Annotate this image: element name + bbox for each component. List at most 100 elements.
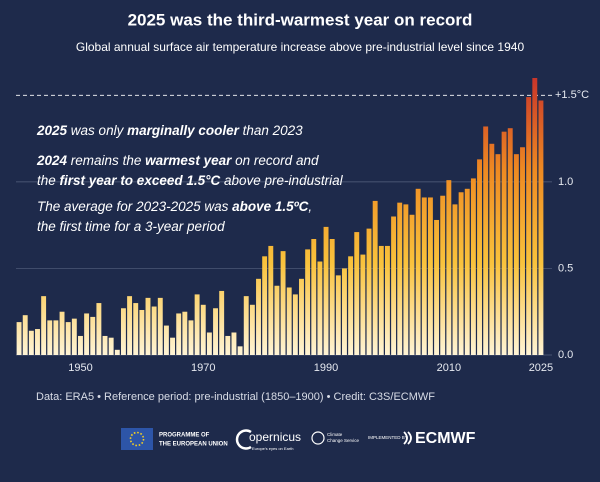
bar (53, 320, 59, 355)
bar (526, 97, 532, 355)
bar (458, 192, 464, 355)
x-tick-label: 1970 (191, 362, 215, 374)
bar (311, 239, 317, 355)
bar (342, 268, 347, 355)
bar (78, 335, 83, 355)
annotation-part: the (37, 173, 60, 188)
bar (335, 275, 341, 355)
logo-text: Change Service (327, 438, 360, 443)
logo-text: IMPLEMENTED BY (368, 435, 408, 440)
bar (47, 320, 53, 355)
annotation-part: 2025 (36, 123, 68, 138)
annotation: the first time for a 3-year period (37, 219, 225, 234)
bar (163, 325, 169, 355)
bar (397, 202, 403, 355)
bar (317, 261, 323, 355)
bar (237, 346, 243, 355)
annotation-part: marginally cooler (127, 123, 240, 138)
x-tick-label: 2010 (437, 362, 461, 374)
annotation: 2025 was only marginally cooler than 202… (36, 123, 303, 138)
bar (391, 216, 397, 355)
bar (139, 309, 145, 355)
bar (360, 254, 366, 355)
bar (329, 239, 335, 355)
bar (256, 278, 261, 355)
annotation: the first year to exceed 1.5°C above pre… (37, 173, 344, 188)
x-tick-label: 1990 (314, 362, 338, 374)
logo-text: ECMWF (415, 430, 476, 447)
bar (157, 297, 163, 355)
bar (200, 304, 206, 355)
annotation-part: The average for 2023-2025 was (37, 199, 232, 214)
eu-stars (129, 431, 145, 447)
bar (354, 232, 360, 355)
copernicus-mark (235, 429, 252, 450)
bar (120, 308, 126, 355)
bar (268, 245, 274, 355)
bar (71, 318, 77, 355)
bar (495, 154, 501, 355)
annotation-part: , (308, 199, 312, 214)
annotation: The average for 2023-2025 was above 1.5º… (37, 199, 312, 214)
bar (59, 311, 65, 355)
ecmwf-mark (403, 431, 412, 445)
bar (206, 332, 212, 355)
bar (538, 100, 544, 355)
bar (286, 287, 292, 355)
bar (477, 159, 482, 355)
logos: PROGRAMME OF THE EUROPEAN UNION opernicu… (121, 428, 476, 451)
bar (145, 297, 151, 355)
bar (464, 188, 470, 355)
bar (225, 335, 231, 355)
bar (41, 296, 47, 355)
bar (28, 330, 34, 355)
bar (440, 195, 446, 355)
bar (421, 197, 427, 355)
bar (434, 219, 440, 355)
bar (182, 311, 188, 355)
annotation-part: warmest year (145, 153, 232, 168)
bar (249, 304, 255, 355)
bar (243, 296, 249, 355)
bar (219, 290, 225, 355)
chart-title: 2025 was the third-warmest year on recor… (128, 10, 473, 29)
bar (409, 214, 415, 355)
bar (22, 315, 28, 355)
bar (384, 245, 390, 355)
annotation-part: above pre-industrial (220, 173, 343, 188)
bar (520, 147, 525, 355)
bar (65, 322, 71, 355)
bar (108, 337, 114, 355)
bar (274, 285, 280, 355)
chart-subtitle: Global annual surface air temperature in… (76, 40, 525, 54)
bar (188, 320, 194, 355)
annotation: 2024 remains the warmest year on record … (36, 153, 319, 168)
logo-text: THE EUROPEAN UNION (159, 442, 228, 448)
bar (90, 316, 96, 355)
bar (446, 180, 452, 355)
bar (114, 349, 120, 355)
bar (96, 303, 102, 355)
annotation-part: first year to exceed 1.5°C (60, 173, 221, 188)
bar (452, 204, 458, 355)
bar (483, 126, 489, 355)
bar (262, 256, 268, 355)
bar (415, 188, 421, 355)
annotation-part: was only (67, 123, 127, 138)
logo-text: Climate (327, 432, 343, 437)
bar (16, 322, 22, 355)
bar (231, 332, 237, 355)
bar (102, 335, 108, 355)
y-tick-label: 1.0 (558, 176, 573, 188)
bar (366, 228, 372, 355)
logo-text: PROGRAMME OF (159, 433, 210, 439)
bar (323, 226, 329, 355)
logo-text: opernicus (249, 430, 301, 444)
bar (372, 200, 378, 355)
bar (127, 296, 133, 355)
bar (305, 249, 311, 355)
bar (403, 204, 409, 355)
bar (176, 313, 182, 355)
y-tick-label: 0.0 (558, 349, 573, 361)
bar (133, 303, 139, 355)
